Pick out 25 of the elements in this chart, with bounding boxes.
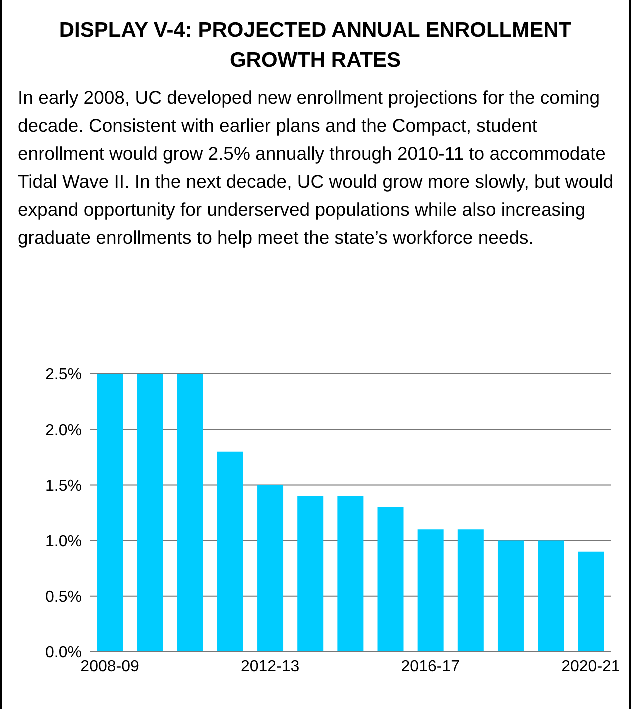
- chart-title: DISPLAY V-4: PROJECTED ANNUAL ENROLLMENT GROWTH RATES: [58, 18, 573, 74]
- bar: [217, 452, 244, 652]
- y-tick-label: 1.0%: [46, 533, 82, 550]
- x-tick-label: 2020-21: [562, 658, 620, 676]
- bar: [97, 374, 124, 652]
- bar: [378, 507, 404, 652]
- bar: [538, 540, 564, 652]
- y-tick-label: 1.5%: [46, 478, 82, 495]
- bar: [258, 485, 284, 652]
- bar: [458, 530, 484, 652]
- bar: [498, 540, 524, 652]
- y-tick-label: 2.0%: [46, 422, 82, 440]
- y-tick-label: 0.5%: [46, 589, 82, 606]
- x-tick-label: 2016-17: [401, 658, 460, 676]
- bar: [177, 374, 204, 652]
- bar: [137, 374, 164, 652]
- bar: [298, 496, 324, 652]
- bar: [578, 552, 604, 652]
- chart-subtitle: In early 2008, UC developed new enrollment projections for the coming decade. Consistent with earlier plans and the Compact, student enrollment would grow 2.5% annually through 2010-11 to accommodate Tidal Wave II. In the next decade, UC would grow more slowly, but would expand opportunity for underserved populations while also increasing graduate enrollments to help meet the state’s workforce needs.: [18, 86, 615, 250]
- x-tick-label: 2012-13: [240, 658, 300, 676]
- y-tick-label: 2.5%: [46, 366, 82, 384]
- bar: [338, 496, 364, 652]
- y-tick-label: 0.0%: [46, 644, 82, 662]
- bar: [418, 530, 444, 652]
- x-tick-label: 2008-09: [80, 658, 140, 676]
